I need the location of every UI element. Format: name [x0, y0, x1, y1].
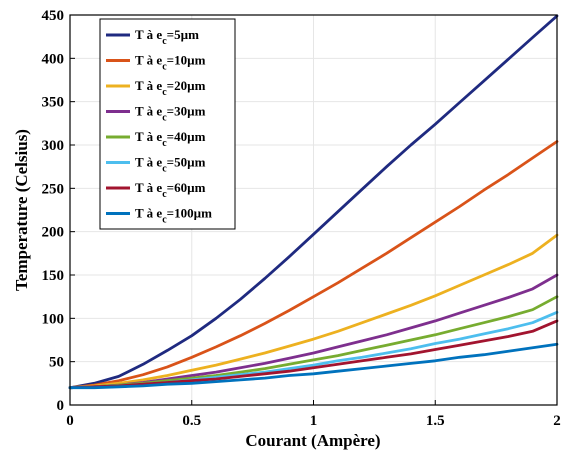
- x-tick-label: 1: [310, 413, 318, 429]
- legend-item: T à ec=20µm: [106, 78, 206, 98]
- legend-item: T à ec=40µm: [106, 129, 206, 149]
- legend-label: T à ec=100µm: [135, 206, 212, 226]
- legend-item: T à ec=30µm: [106, 104, 206, 124]
- legend-item: T à ec=10µm: [106, 53, 206, 73]
- y-tick-label: 300: [42, 138, 65, 154]
- legend-label: T à ec=40µm: [135, 129, 206, 149]
- y-tick-label: 350: [42, 95, 65, 111]
- legend-item: T à ec=100µm: [106, 206, 212, 226]
- legend-label: T à ec=20µm: [135, 78, 206, 98]
- legend-item: T à ec=5µm: [106, 27, 199, 47]
- series-line-2: [68, 140, 559, 390]
- series-line-1: [68, 14, 559, 390]
- legend-label: T à ec=60µm: [135, 180, 206, 200]
- y-tick-label: 400: [42, 51, 65, 67]
- legend-label: T à ec=30µm: [135, 104, 206, 124]
- legend-item: T à ec=50µm: [106, 155, 206, 175]
- y-tick-label: 0: [57, 398, 65, 414]
- x-tick-label: 0: [66, 413, 74, 429]
- y-tick-label: 450: [42, 8, 65, 24]
- legend-label: T à ec=10µm: [135, 53, 206, 73]
- series-lines: [68, 14, 559, 390]
- y-tick-label: 150: [42, 268, 65, 284]
- legend-label: T à ec=50µm: [135, 155, 206, 175]
- y-axis-ticks: 0 50 100 150 200 250 300 350 400 450: [42, 8, 75, 414]
- y-tick-label: 200: [42, 225, 65, 241]
- legend-item: T à ec=60µm: [106, 180, 206, 200]
- x-axis-title: Courant (Ampère): [245, 431, 380, 450]
- legend: T à ec=5µm T à ec=10µm T à ec=20µm T à ec=3…: [99, 18, 236, 230]
- x-axis-ticks: 0 0.5 1 1.5 2: [66, 400, 561, 429]
- x-tick-label: 0.5: [182, 413, 201, 429]
- series-line-7: [68, 319, 559, 390]
- series-line-8: [68, 342, 559, 390]
- y-tick-label: 250: [42, 181, 65, 197]
- x-tick-label: 1.5: [426, 413, 445, 429]
- x-tick-label: 2: [553, 413, 561, 429]
- legend-label: T à ec=5µm: [135, 27, 199, 47]
- legend-box: [99, 18, 236, 230]
- series-line-3: [68, 233, 559, 390]
- y-axis-title: Temperature (Celsius): [12, 129, 31, 291]
- y-tick-label: 50: [49, 355, 64, 371]
- y-tick-label: 100: [42, 311, 65, 327]
